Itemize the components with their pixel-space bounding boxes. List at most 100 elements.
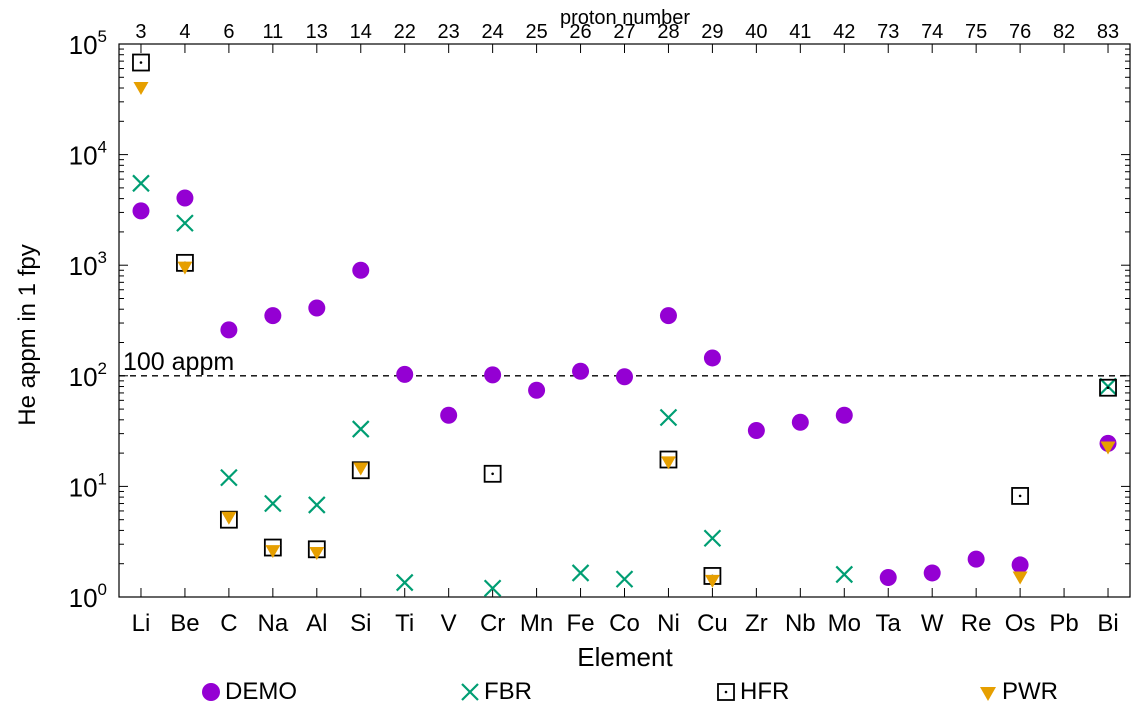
legend-square-dot-icon	[717, 683, 735, 701]
legend-label-hfr: HFR	[740, 678, 790, 705]
point-demo-al	[308, 299, 326, 317]
point-fbr-si	[351, 420, 370, 438]
top-tick-label: 27	[613, 21, 635, 43]
y-tick-label: 105	[69, 27, 107, 60]
top-tick-label: 74	[921, 21, 943, 43]
x-tick-label: Os	[1005, 610, 1036, 637]
point-demo-w	[923, 564, 941, 582]
y-tick-exponent: 2	[98, 359, 107, 378]
point-hfr-os-dot	[1018, 494, 1022, 498]
x-tick-label: Ti	[395, 610, 414, 637]
point-fbr-li	[132, 174, 150, 193]
point-demo-mn	[528, 381, 546, 399]
y-axis-label: He appm in 1 fpy	[14, 244, 41, 425]
point-pwr-be	[177, 261, 193, 275]
x-tick-label: Li	[132, 610, 151, 637]
point-fbr-na	[264, 494, 282, 513]
point-hfr-cr-box	[483, 464, 502, 483]
y-tick-exponent: 4	[98, 138, 107, 157]
x-tick-label: Cr	[480, 610, 505, 637]
point-hfr-li-box	[132, 53, 150, 72]
x-tick-label: Ta	[876, 610, 902, 637]
top-tick-label: 14	[350, 21, 372, 43]
top-tick-label: 3	[135, 21, 146, 43]
point-fbr-cu	[703, 529, 722, 547]
point-demo-na	[264, 307, 282, 325]
top-tick-label: 28	[657, 21, 679, 43]
point-demo-os	[1011, 556, 1029, 574]
point-pwr-os	[1012, 571, 1028, 585]
legend-label-demo: DEMO	[225, 678, 297, 705]
point-demo-be	[176, 189, 194, 207]
point-demo-cr	[484, 366, 502, 384]
point-demo-ni	[659, 307, 677, 325]
legend-item-hfr: HFR	[714, 676, 789, 708]
top-tick-label: 25	[525, 21, 547, 43]
top-tick-label: 73	[877, 21, 899, 43]
x-tick-label: Be	[170, 610, 199, 637]
point-hfr-li-dot	[139, 61, 143, 64]
x-tick-label: V	[441, 610, 457, 637]
point-hfr-si-box	[351, 461, 370, 480]
top-tick-label: 76	[1009, 21, 1031, 43]
top-tick-label: 26	[569, 21, 591, 43]
x-tick-label: Zr	[745, 610, 768, 637]
reference-line-label: 100 appm	[123, 348, 234, 376]
point-demo-ta	[879, 569, 897, 587]
point-demo-cu	[703, 349, 721, 367]
x-tick-label: Ni	[657, 610, 680, 637]
point-fbr-mo	[835, 565, 854, 584]
point-hfr-cr	[483, 464, 502, 483]
top-tick-label: 42	[833, 21, 855, 43]
point-fbr-ni	[659, 408, 678, 427]
y-tick-label: 103	[69, 248, 107, 281]
point-demo-mo	[835, 406, 853, 424]
x-tick-label: Al	[306, 610, 327, 637]
legend: DEMO FBR HFR PWR	[0, 676, 1138, 708]
legend-label-fbr: FBR	[484, 678, 532, 705]
x-tick-label: Co	[609, 610, 640, 637]
x-tick-label: Nb	[785, 610, 816, 637]
top-tick-label: 22	[394, 21, 416, 43]
point-demo-c	[220, 321, 238, 339]
point-hfr-os-box	[1011, 487, 1030, 505]
top-axis-label: proton number	[560, 7, 690, 29]
x-tick-label: Si	[350, 610, 371, 637]
y-tick-label: 100	[69, 580, 107, 613]
point-pwr-li	[133, 82, 149, 96]
y-tick-label: 101	[69, 469, 107, 502]
top-tick-label: 83	[1097, 21, 1119, 43]
point-fbr-cr	[483, 579, 502, 598]
point-fbr-co	[615, 570, 634, 588]
point-demo-fe	[572, 362, 590, 380]
x-tick-label: Pb	[1049, 610, 1078, 637]
reference-line-group: 100 appm	[119, 348, 1130, 377]
y-tick-exponent: 3	[98, 248, 107, 267]
top-tick-label: 23	[438, 21, 460, 43]
point-hfr-bi-box	[1099, 378, 1117, 397]
y-tick-label: 102	[69, 359, 107, 392]
top-tick-label: 82	[1053, 21, 1075, 43]
x-axis-ticks: Li 3 Be 4 C 6 Na 11 Al 13 Si 14 Ti 22 V 23 Cr 24 Mn 25 Fe 26 C…	[132, 21, 1120, 637]
top-tick-label: 11	[262, 21, 283, 43]
point-hfr-cr-dot	[491, 472, 494, 476]
point-hfr-li	[132, 53, 150, 72]
point-fbr-ti	[395, 573, 414, 592]
top-tick-label: 4	[179, 21, 190, 43]
legend-triangle-down-icon	[980, 687, 996, 701]
x-tick-label: W	[921, 610, 944, 637]
data-marks	[132, 53, 1117, 598]
x-tick-label: Mo	[828, 610, 861, 637]
x-tick-label: Cu	[697, 610, 728, 637]
point-hfr-c-box	[219, 510, 238, 529]
point-fbr-be	[176, 214, 194, 232]
x-tick-label: Bi	[1097, 610, 1118, 637]
point-demo-ti	[396, 365, 414, 383]
top-tick-label: 6	[223, 21, 234, 43]
point-pwr-cu	[704, 574, 720, 588]
point-pwr-si	[353, 462, 369, 476]
point-demo-zr	[747, 422, 765, 440]
legend-item-demo: DEMO	[199, 676, 297, 708]
